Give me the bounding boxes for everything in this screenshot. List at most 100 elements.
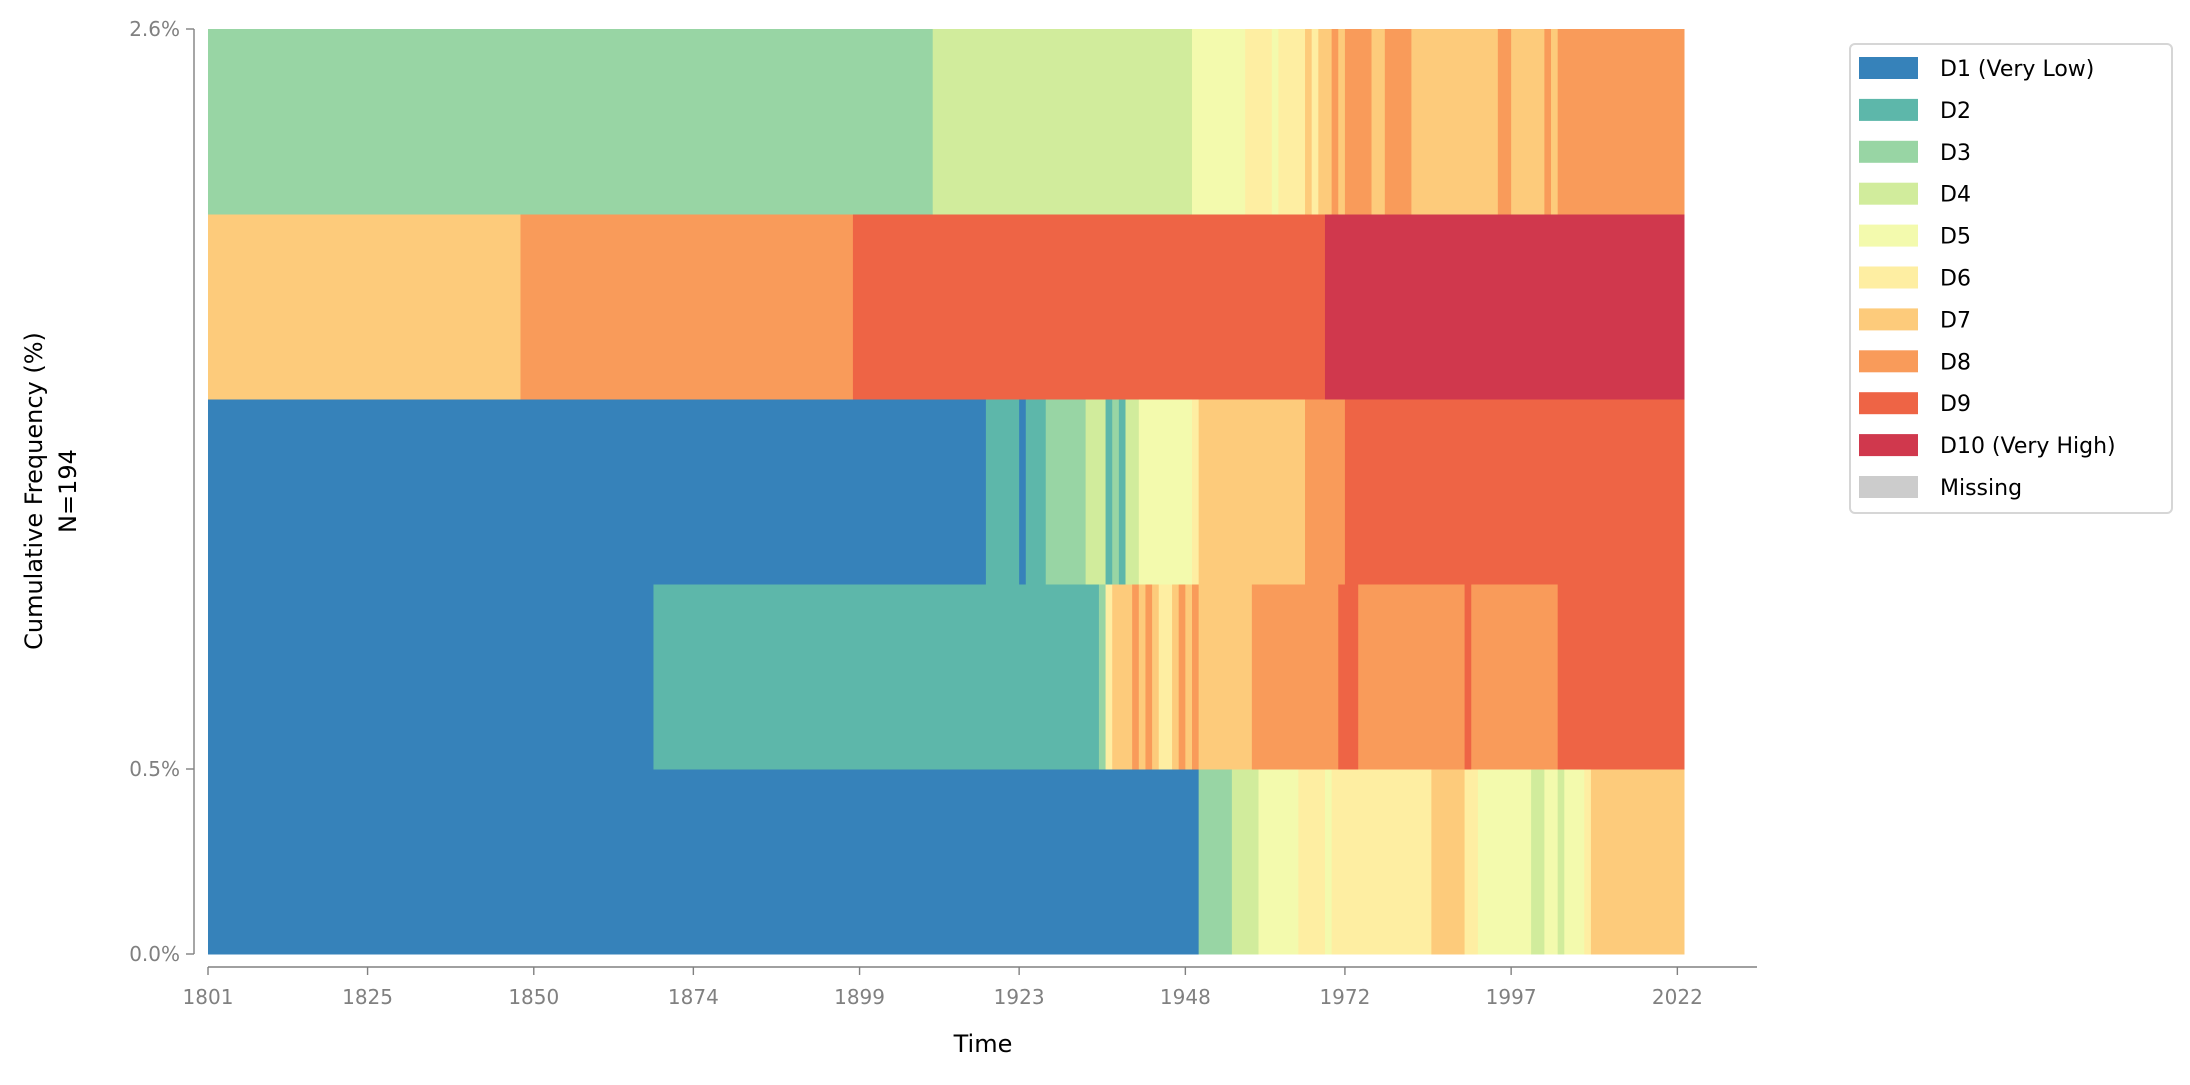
segment-row5-d8 bbox=[1557, 29, 1685, 215]
segment-row3-d3 bbox=[1045, 399, 1087, 585]
segment-row3-d9 bbox=[1344, 399, 1685, 585]
segment-row1-d3 bbox=[1198, 769, 1233, 955]
segment-row2-d6 bbox=[1158, 584, 1173, 770]
sequence-bars bbox=[208, 29, 1685, 955]
segment-row2-d8 bbox=[1358, 584, 1466, 770]
legend-item-d3: D3 bbox=[1859, 140, 1971, 166]
segment-row1-d4 bbox=[1231, 769, 1259, 955]
x-tick-label: 1850 bbox=[508, 985, 559, 1009]
legend-item-d10: D10 (Very High) bbox=[1859, 434, 2116, 459]
y-axis-sublabel: N=194 bbox=[54, 449, 82, 533]
segment-row1-d5 bbox=[1258, 769, 1299, 955]
x-tick-label: 1899 bbox=[834, 985, 885, 1009]
x-tick-label: 1997 bbox=[1486, 985, 1537, 1009]
segment-row2-d7 bbox=[1152, 584, 1160, 770]
legend-label: D9 bbox=[1940, 392, 1971, 417]
legend-label: D10 (Very High) bbox=[1940, 434, 2116, 459]
segment-row2-d3 bbox=[1098, 584, 1107, 770]
segment-row5-d7 bbox=[1551, 29, 1559, 215]
segment-row3-d1 bbox=[1019, 399, 1027, 585]
segment-row1-d6 bbox=[1584, 769, 1592, 955]
legend-swatch bbox=[1859, 350, 1918, 373]
x-tick-label: 1923 bbox=[994, 985, 1045, 1009]
legend-frame bbox=[1849, 43, 2173, 514]
segment-row4-d7 bbox=[208, 214, 521, 400]
x-axis-label: Time bbox=[953, 1030, 1013, 1058]
segment-row3-d4 bbox=[1085, 399, 1107, 585]
y-tick-label: 0.0% bbox=[129, 942, 180, 966]
legend-label: D7 bbox=[1940, 308, 1971, 333]
segment-row5-d8 bbox=[1344, 29, 1373, 215]
legend-item-d5: D5 bbox=[1859, 224, 1971, 250]
segment-row3-d4 bbox=[1125, 399, 1140, 585]
legend-label: D2 bbox=[1940, 99, 1971, 124]
segment-row3-d2 bbox=[1105, 399, 1113, 585]
segment-row5-d7 bbox=[1338, 29, 1346, 215]
segment-row5-d8 bbox=[1331, 29, 1339, 215]
segment-row2-d7 bbox=[1138, 584, 1146, 770]
segment-row3-d2 bbox=[985, 399, 1020, 585]
segment-row5-d7 bbox=[1371, 29, 1386, 215]
segment-row2-d9 bbox=[1338, 584, 1359, 770]
segment-row1-d7 bbox=[1590, 769, 1685, 955]
y-axis-label: Cumulative Frequency (%) bbox=[20, 332, 48, 650]
segment-row3-d2 bbox=[1118, 399, 1127, 585]
legend-label: D6 bbox=[1940, 267, 1971, 292]
segment-row2-d7 bbox=[1185, 584, 1193, 770]
segment-row5-d6 bbox=[1311, 29, 1319, 215]
segment-row1-d4 bbox=[1531, 769, 1545, 955]
segment-row3-d1 bbox=[208, 399, 987, 585]
legend-item-missing: Missing bbox=[1859, 476, 2022, 501]
segment-row5-d7 bbox=[1511, 29, 1545, 215]
segment-row2-d8 bbox=[1192, 584, 1200, 770]
legend-swatch bbox=[1859, 266, 1918, 289]
legend-swatch bbox=[1859, 182, 1918, 205]
x-tick-label: 2022 bbox=[1652, 985, 1703, 1009]
legend-item-d2: D2 bbox=[1859, 98, 1971, 124]
segment-row2-d6 bbox=[1105, 584, 1113, 770]
segment-row2-d8 bbox=[1178, 584, 1186, 770]
segment-row4-d10 bbox=[1324, 214, 1685, 400]
legend-item-d1: D1 (Very Low) bbox=[1859, 57, 2094, 82]
y-tick-label: 0.5% bbox=[129, 757, 180, 781]
legend-swatch bbox=[1859, 392, 1918, 415]
y-ticks: 0.0% 0.5% 2.6% bbox=[129, 17, 194, 966]
segment-row5-d8 bbox=[1544, 29, 1552, 215]
segment-row1-d7 bbox=[1431, 769, 1466, 955]
legend-swatch bbox=[1859, 57, 1918, 79]
segment-row1-d5 bbox=[1544, 769, 1559, 955]
segment-row1-d5 bbox=[1564, 769, 1585, 955]
segment-row5-d6 bbox=[1245, 29, 1273, 215]
legend-swatch bbox=[1859, 140, 1918, 163]
segment-row3-d7 bbox=[1198, 399, 1306, 585]
segment-row5-d5 bbox=[1271, 29, 1279, 215]
segment-row2-d7 bbox=[1112, 584, 1133, 770]
segment-row5-d7 bbox=[1318, 29, 1333, 215]
x-tick-label: 1948 bbox=[1160, 985, 1211, 1009]
segment-row5-d4 bbox=[932, 29, 1193, 215]
segment-row5-d5 bbox=[1192, 29, 1246, 215]
legend-label: D3 bbox=[1940, 141, 1971, 166]
segment-row2-d8 bbox=[1251, 584, 1339, 770]
x-tick-label: 1874 bbox=[668, 985, 719, 1009]
legend-label: D1 (Very Low) bbox=[1940, 57, 2094, 82]
segment-row2-d1 bbox=[208, 584, 654, 770]
segment-row1-d6 bbox=[1298, 769, 1326, 955]
segment-row5-d6 bbox=[1278, 29, 1306, 215]
segment-row1-d1 bbox=[208, 769, 1200, 955]
x-tick-label: 1801 bbox=[183, 985, 234, 1009]
y-tick-label: 2.6% bbox=[129, 17, 180, 41]
segment-row3-d5 bbox=[1138, 399, 1193, 585]
legend-swatch bbox=[1859, 98, 1918, 121]
legend-item-d8: D8 bbox=[1859, 350, 1971, 375]
segment-row5-d7 bbox=[1305, 29, 1313, 215]
x-tick-label: 1825 bbox=[342, 985, 393, 1009]
segment-row5-d8 bbox=[1497, 29, 1512, 215]
segment-row2-d8 bbox=[1145, 584, 1153, 770]
segment-row2-d2 bbox=[653, 584, 1100, 770]
segment-row1-d5 bbox=[1324, 769, 1333, 955]
legend-label: Missing bbox=[1940, 476, 2022, 501]
legend-item-d6: D6 bbox=[1859, 266, 1971, 292]
segment-row4-d9 bbox=[852, 214, 1326, 400]
